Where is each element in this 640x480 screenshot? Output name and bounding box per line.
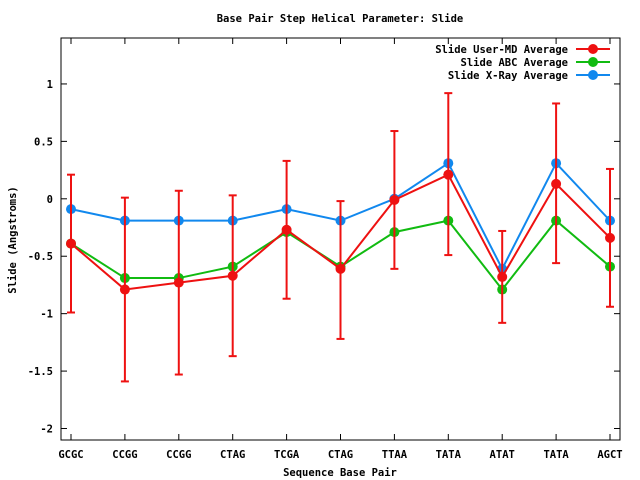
y-tick-label: 0.5 bbox=[34, 136, 53, 148]
ticks: -2 -1.5 -1 -0.5 0 0.5 1 GCGC CCGG CCGG CTAG TCGA CTA… bbox=[28, 38, 623, 461]
data-point bbox=[173, 277, 184, 288]
y-tick-label: -1 bbox=[40, 309, 53, 321]
x-tick-label: CTAG bbox=[328, 449, 353, 461]
legend-swatch-marker bbox=[588, 44, 598, 54]
legend-swatch-marker bbox=[588, 57, 598, 67]
legend-label: Slide User-MD Average bbox=[435, 44, 568, 56]
x-tick-label: ATAT bbox=[490, 449, 515, 461]
series-layer bbox=[66, 92, 615, 383]
data-point bbox=[66, 238, 76, 249]
x-tick-label: CCGG bbox=[112, 449, 137, 461]
y-tick-label: 0 bbox=[47, 194, 53, 206]
data-point bbox=[281, 224, 292, 235]
data-point bbox=[389, 194, 400, 205]
y-tick-label: -1.5 bbox=[28, 366, 53, 378]
data-point bbox=[443, 169, 454, 180]
chart-title: Base Pair Step Helical Parameter: Slide bbox=[217, 13, 464, 25]
x-tick-label: TTAA bbox=[382, 449, 408, 461]
legend-label: Slide X-Ray Average bbox=[448, 70, 568, 82]
data-point bbox=[335, 263, 346, 274]
x-axis-label: Sequence Base Pair bbox=[283, 467, 397, 479]
y-tick-label: -0.5 bbox=[28, 251, 53, 263]
x-tick-label: TCGA bbox=[274, 449, 300, 461]
data-point bbox=[227, 270, 238, 281]
x-tick-label: TATA bbox=[436, 449, 462, 461]
data-point bbox=[605, 232, 615, 243]
x-tick-label: GCGC bbox=[58, 449, 83, 461]
y-axis-label: Slide (Angstroms) bbox=[7, 186, 19, 293]
x-tick-label: TATA bbox=[543, 449, 569, 461]
y-tick-label: -2 bbox=[40, 424, 53, 436]
legend-label: Slide ABC Average bbox=[461, 57, 568, 69]
y-tick-label: 1 bbox=[47, 79, 53, 91]
x-tick-label: CTAG bbox=[220, 449, 245, 461]
data-point bbox=[119, 284, 130, 295]
data-point bbox=[497, 271, 508, 282]
series-0 bbox=[66, 92, 615, 383]
legend-swatch-marker bbox=[588, 70, 598, 80]
data-point bbox=[551, 178, 562, 189]
x-tick-label: CCGG bbox=[166, 449, 191, 461]
x-tick-label: AGCT bbox=[597, 449, 622, 461]
